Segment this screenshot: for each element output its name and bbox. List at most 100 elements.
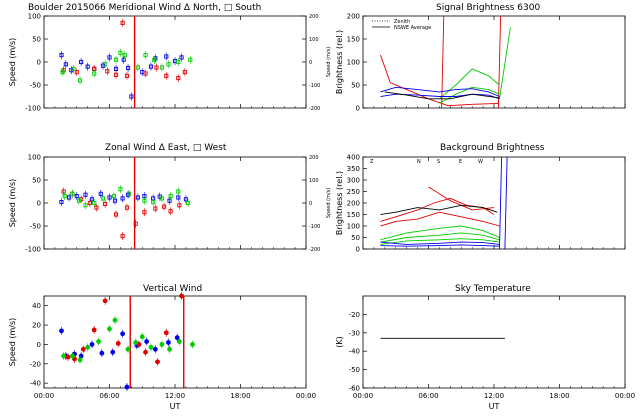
series-line xyxy=(439,68,500,100)
data-point xyxy=(148,344,154,350)
legend-entry-z: Z xyxy=(370,159,374,165)
data-point xyxy=(113,66,119,71)
y-tick-label: 0 xyxy=(37,59,41,67)
right-y-axis-label: Speed (m/s) xyxy=(326,47,332,77)
data-point xyxy=(100,196,105,201)
y-tick-label: 0 xyxy=(356,105,360,113)
data-point xyxy=(77,357,83,363)
data-point xyxy=(59,53,64,58)
series-line xyxy=(441,15,445,109)
y-tick-label: 0 xyxy=(37,200,41,208)
sky-temperature-title: Sky Temperature xyxy=(455,284,531,294)
data-point xyxy=(183,197,188,202)
data-point xyxy=(83,192,88,197)
data-point xyxy=(59,200,64,205)
data-point xyxy=(89,342,95,347)
series-line xyxy=(380,204,498,215)
data-point xyxy=(176,189,181,194)
x-tick-label: 00:00 xyxy=(34,392,54,400)
data-point xyxy=(71,66,76,71)
data-point xyxy=(129,94,134,99)
series-line xyxy=(439,86,500,104)
data-point xyxy=(79,59,84,65)
y-tick-label: -40 xyxy=(30,380,41,388)
y-tick-label: 0 xyxy=(356,246,360,254)
series-line xyxy=(504,156,508,250)
data-point xyxy=(91,327,97,333)
y-tick-label: -50 xyxy=(30,82,41,90)
data-point xyxy=(139,334,145,340)
x-tick-label: 00:00 xyxy=(615,392,635,400)
x-tick-label: 06:00 xyxy=(99,392,119,400)
data-point xyxy=(62,194,67,199)
series-line xyxy=(428,186,495,211)
data-point xyxy=(118,50,123,55)
data-point xyxy=(113,72,119,77)
series-line xyxy=(380,232,500,243)
y-tick-label: 50 xyxy=(32,177,41,185)
background-brightness-panel: Background Brightness Brightness (rel.) … xyxy=(335,143,626,254)
right-y-axis-label: Speed (m/s) xyxy=(326,188,332,218)
data-point xyxy=(164,54,169,59)
series-line xyxy=(380,244,500,247)
data-point xyxy=(118,187,123,192)
y-axis-label: Speed (m/s) xyxy=(8,179,17,228)
right-y-tick-label: -200 xyxy=(309,106,320,112)
data-point xyxy=(153,206,158,211)
right-y-tick-label: -200 xyxy=(309,247,320,253)
data-point xyxy=(112,198,118,203)
data-point xyxy=(120,331,125,337)
meridional-wind-title: Boulder 2015066 Meridional Wind Δ North,… xyxy=(28,3,261,13)
series-line xyxy=(380,211,500,227)
data-point xyxy=(112,317,118,323)
data-point xyxy=(102,298,108,304)
data-point xyxy=(122,53,127,58)
x-axis-label: UT xyxy=(489,402,500,411)
data-point xyxy=(80,346,86,352)
sky-temperature-panel: Sky Temperature (K) UT -60 -50 -40 -30 -20 00… xyxy=(335,284,635,411)
data-point xyxy=(144,339,150,344)
right-y-tick-label: 100 xyxy=(309,178,319,184)
data-point xyxy=(179,293,184,299)
data-point xyxy=(151,200,156,205)
data-point xyxy=(176,339,182,344)
y-tick-label: 150 xyxy=(347,211,360,219)
background-brightness-title: Background Brightness xyxy=(440,143,545,153)
data-point xyxy=(92,71,97,76)
data-point xyxy=(67,195,72,200)
plot-frame xyxy=(362,295,626,389)
data-point xyxy=(76,198,81,203)
y-tick-label: -40 xyxy=(349,348,360,356)
zonal-wind-title: Zonal Wind Δ East, □ West xyxy=(105,143,227,153)
data-point xyxy=(176,59,181,65)
data-point xyxy=(107,195,112,200)
x-tick-label: 18:00 xyxy=(549,392,569,400)
data-point xyxy=(154,65,159,70)
meridional-wind-panel: Boulder 2015066 Meridional Wind Δ North,… xyxy=(8,3,332,113)
data-point xyxy=(162,204,167,209)
y-tick-label: 50 xyxy=(32,36,41,44)
right-y-tick-label: -100 xyxy=(309,224,320,230)
data-point xyxy=(159,342,165,347)
right-y-tick-label: 0 xyxy=(309,60,312,66)
data-point xyxy=(124,205,130,210)
series-line xyxy=(499,156,503,250)
signal-legend: Zenith NSWE Average xyxy=(372,19,431,31)
data-point xyxy=(107,55,112,60)
vertical-wind-panel: Vertical Wind Speed (m/s) UT -40 -20 0 20 40… xyxy=(8,284,316,411)
data-point xyxy=(135,65,140,70)
data-point xyxy=(103,62,108,67)
data-point xyxy=(143,71,148,76)
right-y-tick-label: 100 xyxy=(309,37,319,43)
data-point xyxy=(113,57,119,62)
y-tick-label: 0 xyxy=(37,341,41,349)
data-point xyxy=(120,234,125,239)
y-tick-label: 400 xyxy=(347,154,360,162)
y-axis-label: Brightness (rel.) xyxy=(335,171,344,235)
data-point xyxy=(190,342,195,347)
data-point xyxy=(188,57,193,62)
data-point xyxy=(124,73,130,78)
y-tick-label: 150 xyxy=(347,36,360,44)
data-point xyxy=(163,330,169,336)
